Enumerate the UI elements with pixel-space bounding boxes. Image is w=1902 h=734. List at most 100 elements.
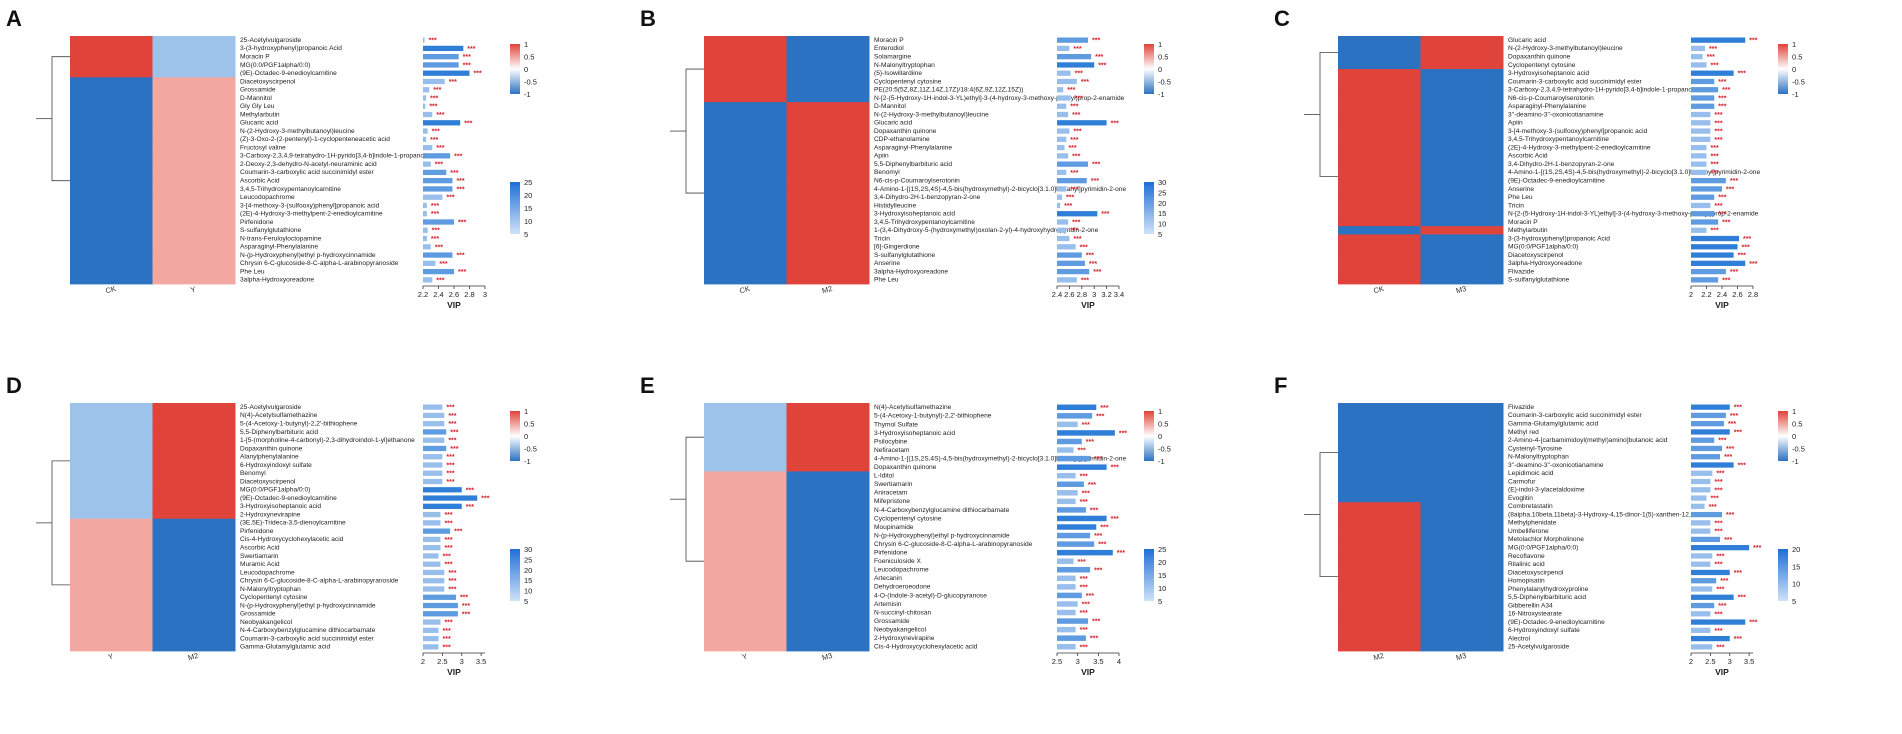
significance-stars: *** <box>1101 211 1109 218</box>
heatmap-cell <box>70 584 153 594</box>
vip-axis-title: VIP <box>1715 667 1729 677</box>
significance-stars: *** <box>431 203 439 210</box>
heatmap-cell <box>704 160 787 169</box>
heatmap-cell <box>1338 584 1421 594</box>
metabolite-label: (2E)-4-Hydroxy-3-methylpent-2-enedioylca… <box>1508 144 1651 151</box>
heatmap-cell <box>704 633 787 643</box>
heatmap-cell <box>1420 201 1504 210</box>
significance-stars: *** <box>1711 153 1719 160</box>
heatmap-cell <box>1338 460 1421 470</box>
vip-bar <box>423 268 454 275</box>
count-tick-label: 20 <box>524 191 532 200</box>
vip-tick-label: 2.8 <box>1077 290 1087 299</box>
significance-stars: *** <box>1718 195 1726 202</box>
heatmap-cell <box>152 151 236 161</box>
heatmap-cell <box>152 118 236 128</box>
significance-stars: *** <box>1714 479 1722 486</box>
vip-bar <box>423 45 464 52</box>
heatmap-cell <box>1420 403 1504 412</box>
vip-bar <box>1691 470 1713 476</box>
heatmap-cell <box>1338 126 1421 136</box>
metabolite-label: N-(p-Hydroxyphenyl)ethyl p-hydroxycinnam… <box>240 602 376 609</box>
count-tick-label: 10 <box>524 217 532 226</box>
metabolite-label: N6-cis-p-Coumaroylserotonin <box>1508 95 1594 102</box>
significance-stars: *** <box>1714 562 1722 569</box>
metabolite-label: Asparaginyl-Phenylalanine <box>1508 103 1586 110</box>
metabolite-label: N-(2-Hydroxy-3-methylbutanoyl)leucine <box>874 111 989 118</box>
metabolite-label: (Z)-3-Oxo-2-(2-pentenyl)-1-cyclopentenеa… <box>240 136 390 143</box>
significance-stars: *** <box>448 421 456 428</box>
vip-bar <box>1691 62 1707 68</box>
heatmap-cell <box>70 193 153 202</box>
metabolite-label: 3-Hydroxyisoheptanoic acid <box>874 430 955 437</box>
vip-tick-label: 3.4 <box>1114 290 1124 299</box>
correlation-gradient <box>510 411 520 461</box>
heatmap-cell <box>70 551 153 561</box>
count-colorbar: 20 15 10 5 <box>1778 545 1800 606</box>
metabolite-label: Asparaginyl-Phenylalanine <box>240 244 318 251</box>
count-tick-label: 10 <box>1792 580 1800 589</box>
significance-stars: *** <box>1094 533 1102 540</box>
vip-bar <box>1691 611 1711 617</box>
vip-bar <box>1691 54 1703 60</box>
heatmap-cell <box>786 143 870 153</box>
metabolite-label: 5-(4-Acetoxy-1-butynyl)-2,2'-bithiophene <box>240 420 358 427</box>
heatmap-cell <box>1420 543 1504 553</box>
vip-axis-title: VIP <box>447 300 461 310</box>
significance-stars: *** <box>1722 219 1730 226</box>
vip-bar <box>423 136 427 142</box>
vip-bar <box>423 95 427 101</box>
heatmap-cell <box>70 642 153 652</box>
correlation-tick-label: -0.5 <box>1792 78 1805 87</box>
heatmap-cell <box>152 60 236 70</box>
heatmap-cell <box>704 226 787 235</box>
metabolite-label: (2E)-4-Hydroxy-3-methylpent-2-enedioylca… <box>240 211 383 218</box>
metabolite-label: (9E)-Octadec-9-enedioylcarnitine <box>1508 619 1605 626</box>
significance-stars: *** <box>1711 170 1719 177</box>
heatmap-cell <box>152 634 236 644</box>
vip-bar <box>1057 455 1091 462</box>
heatmap-cell <box>1420 551 1504 561</box>
vip-bar <box>423 404 443 410</box>
significance-stars: *** <box>1080 499 1088 506</box>
heatmap-cell <box>786 176 870 186</box>
heatmap-cell <box>704 52 787 62</box>
vip-axis: 2.2 2.4 2.6 2.8 3 VIP <box>418 285 487 310</box>
significance-stars: *** <box>1738 595 1746 602</box>
heatmap-cell <box>70 176 153 186</box>
significance-stars: *** <box>1714 520 1722 527</box>
heatmap-cell <box>152 267 236 277</box>
count-gradient <box>510 182 520 234</box>
vip-bar <box>423 586 445 592</box>
vip-bar <box>1691 169 1707 176</box>
correlation-gradient <box>1778 411 1788 461</box>
significance-stars: *** <box>439 261 447 268</box>
vip-bar <box>1057 643 1076 650</box>
vip-bar <box>1057 70 1071 76</box>
metabolite-label: Muramic Acid <box>240 561 280 568</box>
metabolite-label: Coumarin-3-carboxylic acid succinimidyl … <box>1508 412 1643 419</box>
heatmap-cell <box>704 151 787 161</box>
heatmap-cell <box>786 428 870 438</box>
heatmap-cell <box>152 626 236 635</box>
metabolite-label: Lepidimoic acid <box>1508 470 1554 477</box>
panel-letter: A <box>6 6 22 31</box>
heatmap-cell <box>1338 469 1421 478</box>
metabolite-label: Neobyakangelicol <box>874 627 927 634</box>
significance-stars: *** <box>1098 542 1106 549</box>
heatmap-cell <box>786 411 870 421</box>
heatmap-cell <box>1338 242 1421 252</box>
significance-stars: *** <box>1086 253 1094 260</box>
metabolite-label: Gamma-Glutamylglutamic acid <box>1508 420 1598 427</box>
heatmap-cell <box>152 217 236 227</box>
vip-bar <box>1691 186 1722 192</box>
heatmap-cell <box>786 217 870 227</box>
heatmap-cell <box>704 556 787 566</box>
heatmap-cell <box>704 445 787 455</box>
significance-stars: *** <box>1718 104 1726 111</box>
vip-bar <box>1691 561 1711 567</box>
significance-stars: *** <box>1714 611 1722 618</box>
significance-stars: *** <box>1091 178 1099 185</box>
group-label: M3 <box>1455 284 1467 295</box>
significance-stars: *** <box>435 162 443 169</box>
